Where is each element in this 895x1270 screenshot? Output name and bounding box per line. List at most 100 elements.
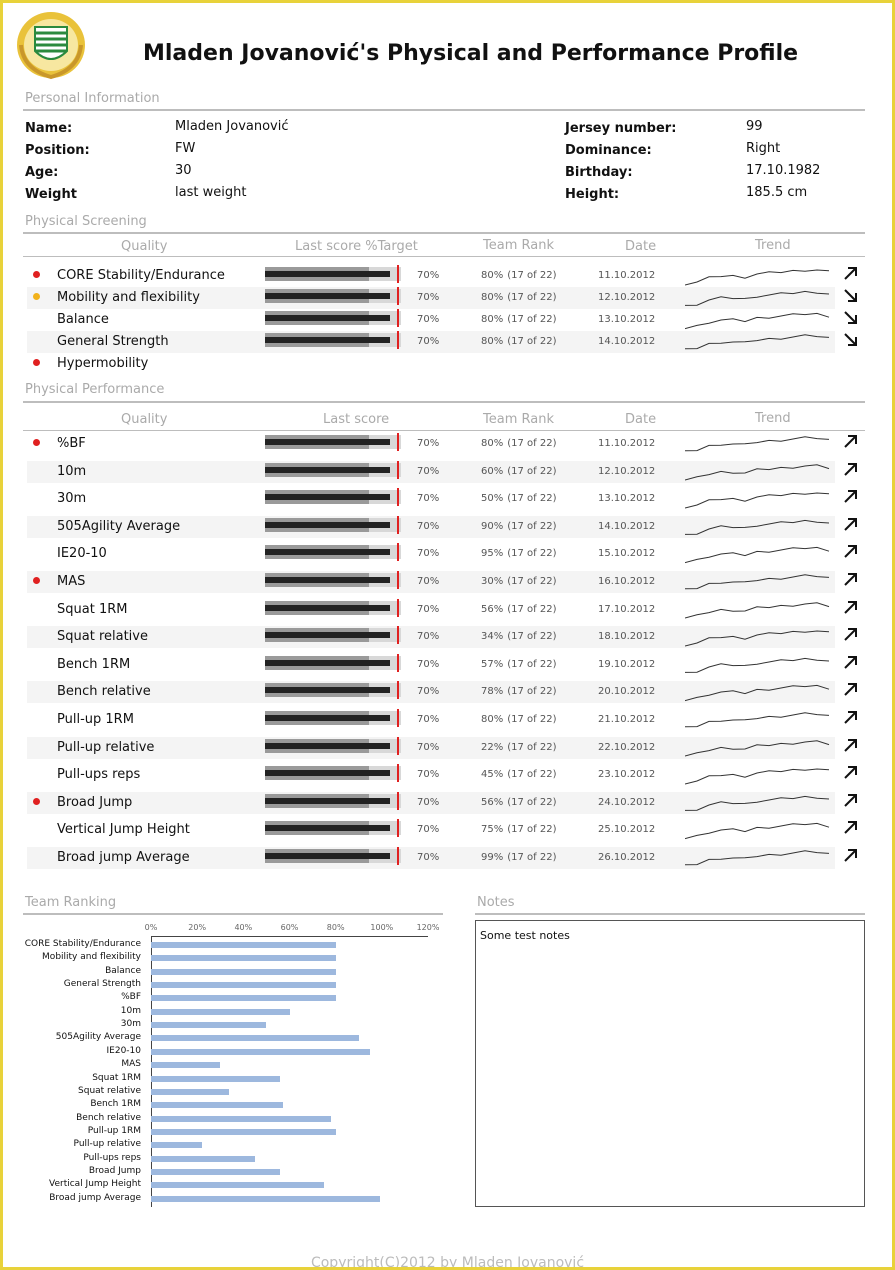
score-percent: 70% (417, 493, 440, 505)
height-value: 185.5 cm (746, 185, 808, 200)
score-date: 11.10.2012 (598, 270, 656, 281)
quality-label: Balance (57, 312, 109, 327)
score-bullet-bar (265, 600, 401, 615)
divider (23, 232, 865, 234)
score-bullet-bar (265, 849, 401, 863)
category-label: Squat relative (78, 1085, 141, 1096)
trend-sparkline (685, 334, 830, 350)
quality-label: Pull-up 1RM (57, 712, 134, 727)
score-date: 22.10.2012 (598, 741, 656, 753)
ranking-bar (151, 1022, 267, 1029)
score-bullet-bar (265, 793, 401, 808)
team-rank-position: (17 of 22) (507, 438, 557, 449)
category-label: Pull-ups reps (83, 1152, 141, 1163)
quality-row: 505Agility Average 70% 90% (17 of 22) 14.10.… (27, 515, 857, 538)
score-percent: 70% (417, 438, 440, 449)
score-target-marker (397, 791, 399, 810)
team-rank-position: (17 of 22) (507, 292, 557, 303)
score-bar-value (265, 853, 390, 859)
team-rank: 56% (17 of 22) (481, 797, 556, 808)
team-rank-position: (17 of 22) (507, 631, 557, 643)
score-bullet-bar (265, 435, 401, 449)
position-value: FW (175, 141, 196, 156)
score-bullet-bar (265, 289, 401, 303)
score-bar-value (265, 604, 390, 611)
axis-tick-label: 60% (280, 923, 299, 932)
quality-label: Hypermobility (57, 356, 149, 371)
score-target-marker (397, 626, 399, 645)
quality-label: 505Agility Average (57, 518, 181, 534)
score-date: 20.10.2012 (598, 686, 656, 698)
score-percent: 70% (417, 631, 440, 643)
category-label: MAS (121, 1059, 141, 1070)
team-rank-position: (17 of 22) (507, 796, 557, 808)
quality-row: 10m 70% 60% (17 of 22) 12.10.2012 (27, 460, 857, 483)
score-target-marker (397, 543, 399, 562)
category-label: Broad Jump (88, 1165, 141, 1176)
trend-sparkline (685, 547, 830, 564)
trend-sparkline (685, 630, 830, 647)
score-percent: 70% (417, 292, 440, 303)
quality-row: Broad jump Average 70% 99% (17 of 22) 26.10.… (27, 847, 857, 869)
score-bullet-bar (265, 517, 401, 532)
birthday-value: 17.10.1982 (746, 163, 821, 178)
score-target-marker (397, 460, 399, 479)
team-rank: 50% (17 of 22) (481, 493, 556, 504)
ranking-bar (151, 1088, 230, 1095)
performance-section-title: Physical Performance (25, 382, 165, 397)
score-bullet-bar (265, 711, 401, 725)
score-date: 11.10.2012 (598, 438, 656, 449)
score-bar-value (265, 439, 390, 445)
trend-sparkline (685, 823, 830, 840)
quality-label: Bench relative (57, 684, 151, 700)
axis-tick-label: 40% (234, 923, 253, 932)
arrow-up-right-icon (844, 849, 857, 862)
score-target-marker (397, 287, 399, 305)
col-head-score: Last score %Target (295, 239, 418, 254)
team-rank-percent: 99% (481, 852, 504, 863)
notes-box[interactable]: Some test notes (475, 920, 865, 1207)
score-date: 18.10.2012 (598, 631, 656, 643)
arrow-up-right-icon (844, 573, 857, 586)
quality-label: Mobility and flexibility (57, 290, 200, 305)
team-rank-position: (17 of 22) (507, 686, 557, 698)
quality-row: %BF 70% 80% (17 of 22) 11.10.2012 (27, 433, 857, 455)
trend-sparkline (685, 685, 830, 702)
score-date: 17.10.2012 (598, 603, 656, 615)
score-bar-value (265, 466, 390, 473)
ranking-bar (151, 1048, 371, 1055)
score-date: 25.10.2012 (598, 824, 656, 836)
dominance-value: Right (746, 141, 781, 156)
score-bullet-bar (265, 628, 401, 643)
score-date: 16.10.2012 (598, 576, 656, 587)
name-label: Name: (25, 121, 73, 136)
score-target-marker (397, 598, 399, 617)
score-bar-value (265, 577, 390, 583)
score-target-marker (397, 571, 399, 589)
team-rank-position: (17 of 22) (507, 658, 557, 670)
col-head-quality: Quality (121, 412, 168, 427)
team-rank-percent: 45% (481, 769, 504, 781)
team-rank: 80% (17 of 22) (481, 438, 556, 449)
quality-row: Bench 1RM 70% 57% (17 of 22) 19.10.2012 (27, 653, 857, 676)
status-dot-red (33, 359, 40, 366)
status-dot-red (33, 797, 40, 805)
quality-row: Broad Jump 70% 56% (17 of 22) 24.10.2012 (27, 791, 857, 814)
quality-label: Bench 1RM (57, 656, 131, 672)
y-axis-line (151, 936, 152, 1207)
score-date: 14.10.2012 (598, 520, 656, 532)
team-rank-position: (17 of 22) (507, 852, 557, 863)
score-date: 21.10.2012 (598, 714, 656, 725)
team-rank: 99% (17 of 22) (481, 852, 556, 863)
score-bar-value (265, 659, 390, 666)
ranking-bar (151, 1195, 380, 1202)
notes-text: Some test notes (480, 929, 570, 942)
score-bullet-bar (265, 311, 401, 325)
score-bar-value (265, 632, 390, 639)
quality-row: Mobility and flexibility 70% 80% (17 of 22)… (27, 287, 857, 309)
arrow-up-right-icon (844, 738, 857, 752)
score-date: 15.10.2012 (598, 548, 656, 560)
quality-row: Hypermobility (27, 353, 835, 375)
quality-row: Pull-up relative 70% 22% (17 of 22) 22.10.20… (27, 736, 857, 759)
